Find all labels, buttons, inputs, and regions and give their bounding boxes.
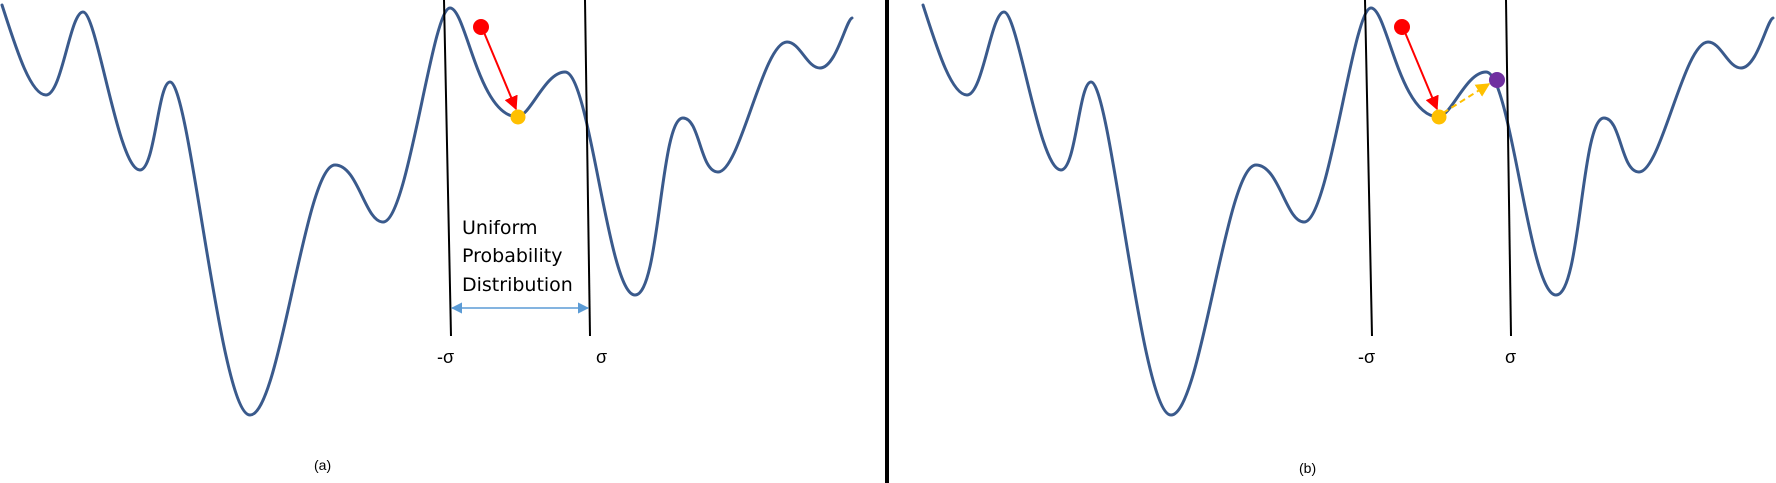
perturbed-point — [1489, 72, 1505, 88]
panel-a: Uniform Probability Distribution -σ σ (a… — [0, 0, 854, 473]
pos-sigma-boundary-line — [584, 0, 591, 337]
neg-sigma-boundary-line — [1364, 0, 1373, 337]
annotation-line-3: Distribution — [462, 274, 573, 296]
neg-sigma-boundary-line — [443, 0, 452, 337]
perturbation-arrow — [1442, 83, 1491, 114]
pos-sigma-label: σ — [596, 347, 607, 367]
energy-landscape-curve — [921, 3, 1775, 417]
energy-landscape-curve — [0, 3, 854, 417]
panel-b-caption: (b) — [1299, 460, 1316, 476]
local-minimum-point — [1431, 109, 1447, 125]
panel-b: -σ σ (b) — [921, 0, 1775, 476]
pos-sigma-label: σ — [1505, 347, 1516, 367]
neg-sigma-label: -σ — [1358, 347, 1375, 367]
local-minimum-point — [510, 109, 526, 125]
neg-sigma-label: -σ — [437, 347, 454, 367]
annotation-line-1: Uniform — [462, 217, 538, 239]
pos-sigma-boundary-line — [1505, 0, 1512, 337]
annotation-line-2: Probability — [462, 245, 562, 267]
descent-arrow — [482, 29, 518, 111]
panel-a-caption: (a) — [314, 457, 331, 473]
start-point — [473, 19, 489, 35]
start-point — [1394, 19, 1410, 35]
descent-arrow — [1403, 29, 1439, 111]
